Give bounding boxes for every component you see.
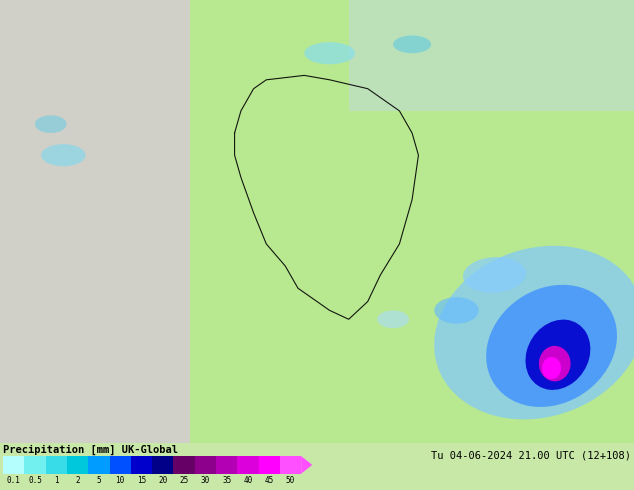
Bar <box>280 456 301 474</box>
Ellipse shape <box>539 346 571 381</box>
Text: Precipitation [mm] UK-Global: Precipitation [mm] UK-Global <box>3 445 178 455</box>
Bar <box>190 0 634 443</box>
Text: 1: 1 <box>54 476 59 485</box>
Bar <box>67 456 88 474</box>
Ellipse shape <box>434 297 479 324</box>
Text: 30: 30 <box>201 476 210 485</box>
Text: 10: 10 <box>115 476 125 485</box>
Text: 45: 45 <box>264 476 274 485</box>
Bar <box>216 456 237 474</box>
Text: Tu 04-06-2024 21.00 UTC (12+108): Tu 04-06-2024 21.00 UTC (12+108) <box>431 450 631 461</box>
Bar <box>46 456 67 474</box>
Bar <box>25 456 46 474</box>
Ellipse shape <box>526 319 590 390</box>
Ellipse shape <box>304 42 355 64</box>
Bar <box>110 456 131 474</box>
Ellipse shape <box>35 115 67 133</box>
Ellipse shape <box>41 144 86 166</box>
Polygon shape <box>301 456 312 474</box>
Text: 15: 15 <box>137 476 146 485</box>
Ellipse shape <box>377 311 409 328</box>
Bar <box>88 456 110 474</box>
Bar <box>174 456 195 474</box>
Ellipse shape <box>434 246 634 419</box>
Bar <box>0 0 190 443</box>
Ellipse shape <box>542 357 561 379</box>
Text: 0.5: 0.5 <box>28 476 42 485</box>
Text: 50: 50 <box>286 476 295 485</box>
Text: 25: 25 <box>179 476 189 485</box>
Text: 5: 5 <box>96 476 101 485</box>
Ellipse shape <box>463 257 526 293</box>
Text: 35: 35 <box>222 476 231 485</box>
Bar <box>152 456 174 474</box>
Text: 2: 2 <box>75 476 80 485</box>
Ellipse shape <box>393 35 431 53</box>
Bar <box>237 456 259 474</box>
Bar <box>259 456 280 474</box>
Bar <box>131 456 152 474</box>
Text: 0.1: 0.1 <box>7 476 21 485</box>
Text: 40: 40 <box>243 476 252 485</box>
Ellipse shape <box>486 285 617 407</box>
Text: 20: 20 <box>158 476 167 485</box>
Bar <box>195 456 216 474</box>
Bar <box>349 0 634 111</box>
Bar <box>3 456 25 474</box>
